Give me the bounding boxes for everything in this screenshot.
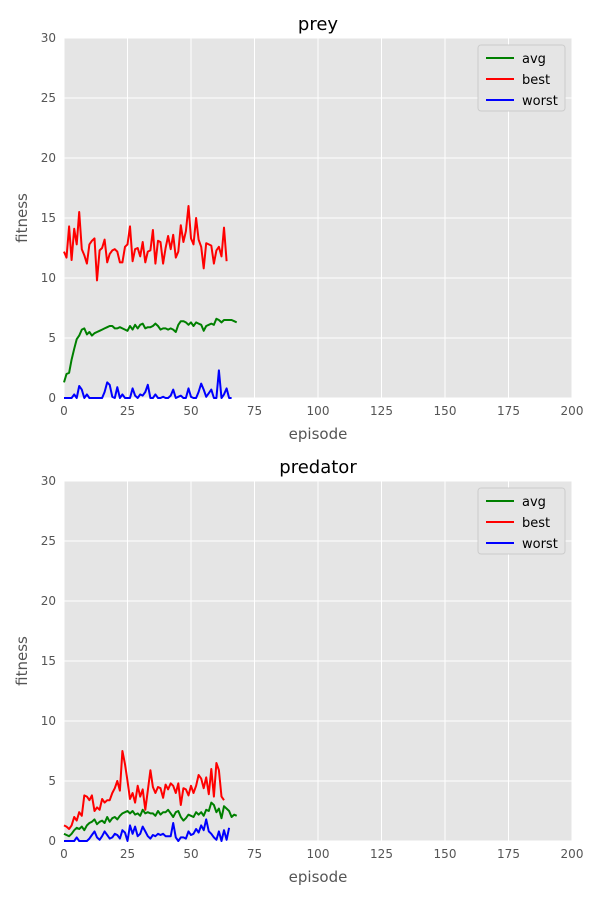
prey-y-tick-label: 20: [41, 151, 56, 165]
predator-legend-label-best: best: [522, 516, 550, 531]
predator-y-tick-label: 15: [41, 654, 56, 668]
predator-y-tick-label: 0: [48, 834, 56, 848]
prey-x-tick-label: 50: [183, 404, 198, 418]
prey-series-worst-line: [64, 369, 232, 399]
prey-x-axis-label: episode: [289, 425, 348, 443]
predator-x-tick-label: 100: [307, 847, 330, 861]
predator-x-tick-label: 75: [247, 847, 262, 861]
predator-x-axis-label: episode: [289, 868, 348, 886]
prey-y-tick-label: 15: [41, 211, 56, 225]
predator-y-tick-label: 25: [41, 534, 56, 548]
prey-y-tick-label: 25: [41, 91, 56, 105]
prey-y-tick-label: 10: [41, 271, 56, 285]
prey-y-axis-label: fitness: [13, 193, 31, 243]
prey-legend-label-avg: avg: [522, 52, 546, 67]
predator-legend-label-worst: worst: [522, 537, 558, 552]
prey-series-best-line: [63, 205, 228, 282]
predator-y-tick-label: 10: [41, 714, 56, 728]
predator-legend: [477, 487, 566, 555]
predator-y-tick-label: 30: [41, 474, 56, 488]
prey-y-tick-label: 30: [41, 31, 56, 45]
predator-chart-title: predator: [279, 457, 357, 478]
predator-x-tick-label: 150: [434, 847, 457, 861]
prey-y-tick-label: 5: [48, 331, 56, 345]
prey-legend-label-worst: worst: [522, 94, 558, 109]
predator-x-tick-label: 200: [561, 847, 584, 861]
predator-series-avg-line: [63, 801, 238, 838]
prey-x-tick-label: 175: [497, 404, 520, 418]
predator-legend-label-avg: avg: [522, 495, 546, 510]
predator-x-tick-label: 175: [497, 847, 520, 861]
predator-x-tick-label: 25: [120, 847, 135, 861]
prey-x-tick-label: 0: [60, 404, 68, 418]
prey-x-tick-label: 200: [561, 404, 584, 418]
prey-chart-title: prey: [298, 14, 339, 35]
predator-x-tick-label: 125: [370, 847, 393, 861]
prey-legend-label-best: best: [522, 73, 550, 88]
prey-x-tick-label: 25: [120, 404, 135, 418]
prey-y-tick-label: 0: [48, 391, 56, 405]
prey-series-avg-line: [63, 317, 238, 383]
predator-series-worst-line: [64, 818, 231, 842]
prey-x-tick-label: 75: [247, 404, 262, 418]
prey-legend: [477, 44, 566, 112]
predator-x-tick-label: 50: [183, 847, 198, 861]
predator-y-tick-label: 20: [41, 594, 56, 608]
prey-x-tick-label: 125: [370, 404, 393, 418]
prey-x-tick-label: 150: [434, 404, 457, 418]
predator-y-axis-label: fitness: [13, 636, 31, 686]
predator-y-tick-label: 5: [48, 774, 56, 788]
predator-series-best-line: [63, 750, 225, 830]
predator-chart-panel: 0 25 50 75 100 125 150 175 200 0 5 10 15 20 25 30 episod…: [13, 457, 583, 886]
predator-x-tick-label: 0: [60, 847, 68, 861]
prey-x-tick-label: 100: [307, 404, 330, 418]
prey-chart-panel: 0 25 50 75 100 125 150 175 200 0 5 10 15 20 25 30 episod…: [13, 14, 583, 443]
